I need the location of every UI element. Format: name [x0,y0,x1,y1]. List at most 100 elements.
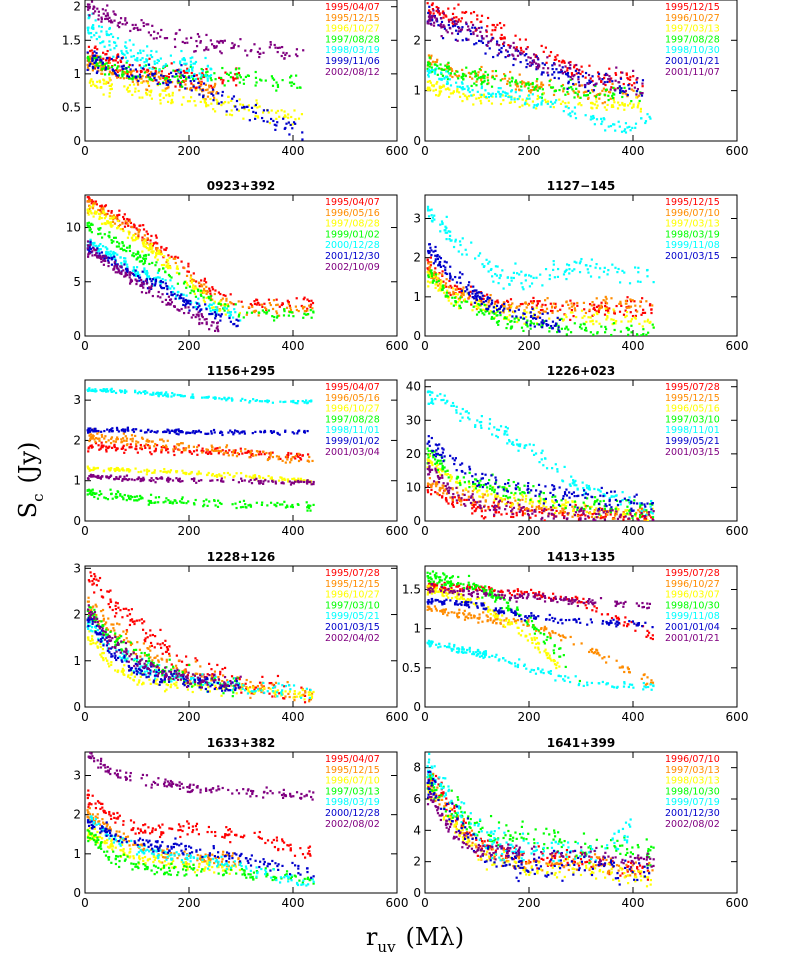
data-point [175,271,179,274]
data-point [169,265,172,269]
data-point [443,25,446,28]
data-point [451,296,454,299]
data-point [128,244,131,247]
data-point [480,309,483,313]
data-point [103,63,106,66]
data-point [527,303,530,306]
data-point [157,269,160,272]
data-point [276,83,279,87]
data-point [454,22,457,25]
data-point [208,312,211,316]
data-point [273,123,276,126]
data-point [581,75,584,78]
data-point [92,243,95,246]
data-point [624,131,628,134]
data-point [94,254,97,257]
data-point [90,389,93,392]
data-point [206,77,209,80]
data-point [567,113,570,116]
data-point [180,451,183,454]
data-point [221,82,224,85]
data-point [256,106,259,109]
data-point [591,320,594,323]
data-point [89,438,92,441]
data-point [577,90,581,94]
data-point [136,271,139,274]
data-point [642,308,645,311]
data-point [123,248,126,252]
data-point [189,303,192,306]
data-point [467,38,470,41]
data-point [207,91,210,94]
data-point [143,234,146,237]
data-point [182,299,186,302]
data-point [427,274,430,277]
data-point [104,68,107,71]
data-point [96,255,99,258]
data-point [142,257,145,260]
data-point [305,501,308,504]
data-point [564,269,567,273]
data-point [129,438,132,441]
data-point [268,301,271,305]
data-point [157,59,160,63]
x-tick-label: 200 [178,524,201,538]
data-point [531,301,534,305]
data-point [275,312,279,315]
data-point [256,102,259,105]
data-point [485,258,488,261]
data-point [156,32,160,35]
data-point [156,247,159,250]
data-point [203,279,206,282]
data-point [120,265,123,268]
data-point [233,322,236,326]
data-point [521,104,524,107]
data-point [617,267,620,271]
data-point [444,231,447,234]
data-point [88,229,91,232]
data-point [533,60,536,64]
data-point [462,286,465,289]
data-point [155,252,159,255]
data-point [180,307,183,311]
data-point [146,242,149,245]
data-point [95,52,98,55]
data-point [288,133,291,136]
data-point [311,307,314,310]
data-point [179,83,182,86]
data-point [604,129,607,132]
data-point [152,391,155,394]
data-point [433,72,437,75]
data-point [557,77,560,80]
data-point [535,80,538,83]
data-point [134,232,137,236]
data-point [536,94,539,98]
data-point [486,309,489,313]
data-point [311,301,315,305]
data-point [575,261,578,264]
data-point [463,94,466,97]
data-point [140,259,143,263]
data-point [463,298,467,301]
data-point [485,307,488,311]
data-point [295,48,299,51]
data-point [162,66,165,70]
data-point [435,280,438,284]
data-point [217,302,220,306]
data-point [176,443,179,446]
data-point [113,19,116,22]
data-point [93,54,96,57]
data-point [98,217,101,221]
data-point [154,449,157,452]
data-point [103,496,106,499]
data-point [117,245,120,248]
data-point [595,263,598,266]
data-point [480,93,483,97]
data-point [508,81,511,84]
data-point [292,401,295,404]
data-point [529,61,532,64]
data-point [127,90,130,93]
data-point [482,37,485,40]
data-point [631,314,635,318]
data-point [143,469,146,472]
